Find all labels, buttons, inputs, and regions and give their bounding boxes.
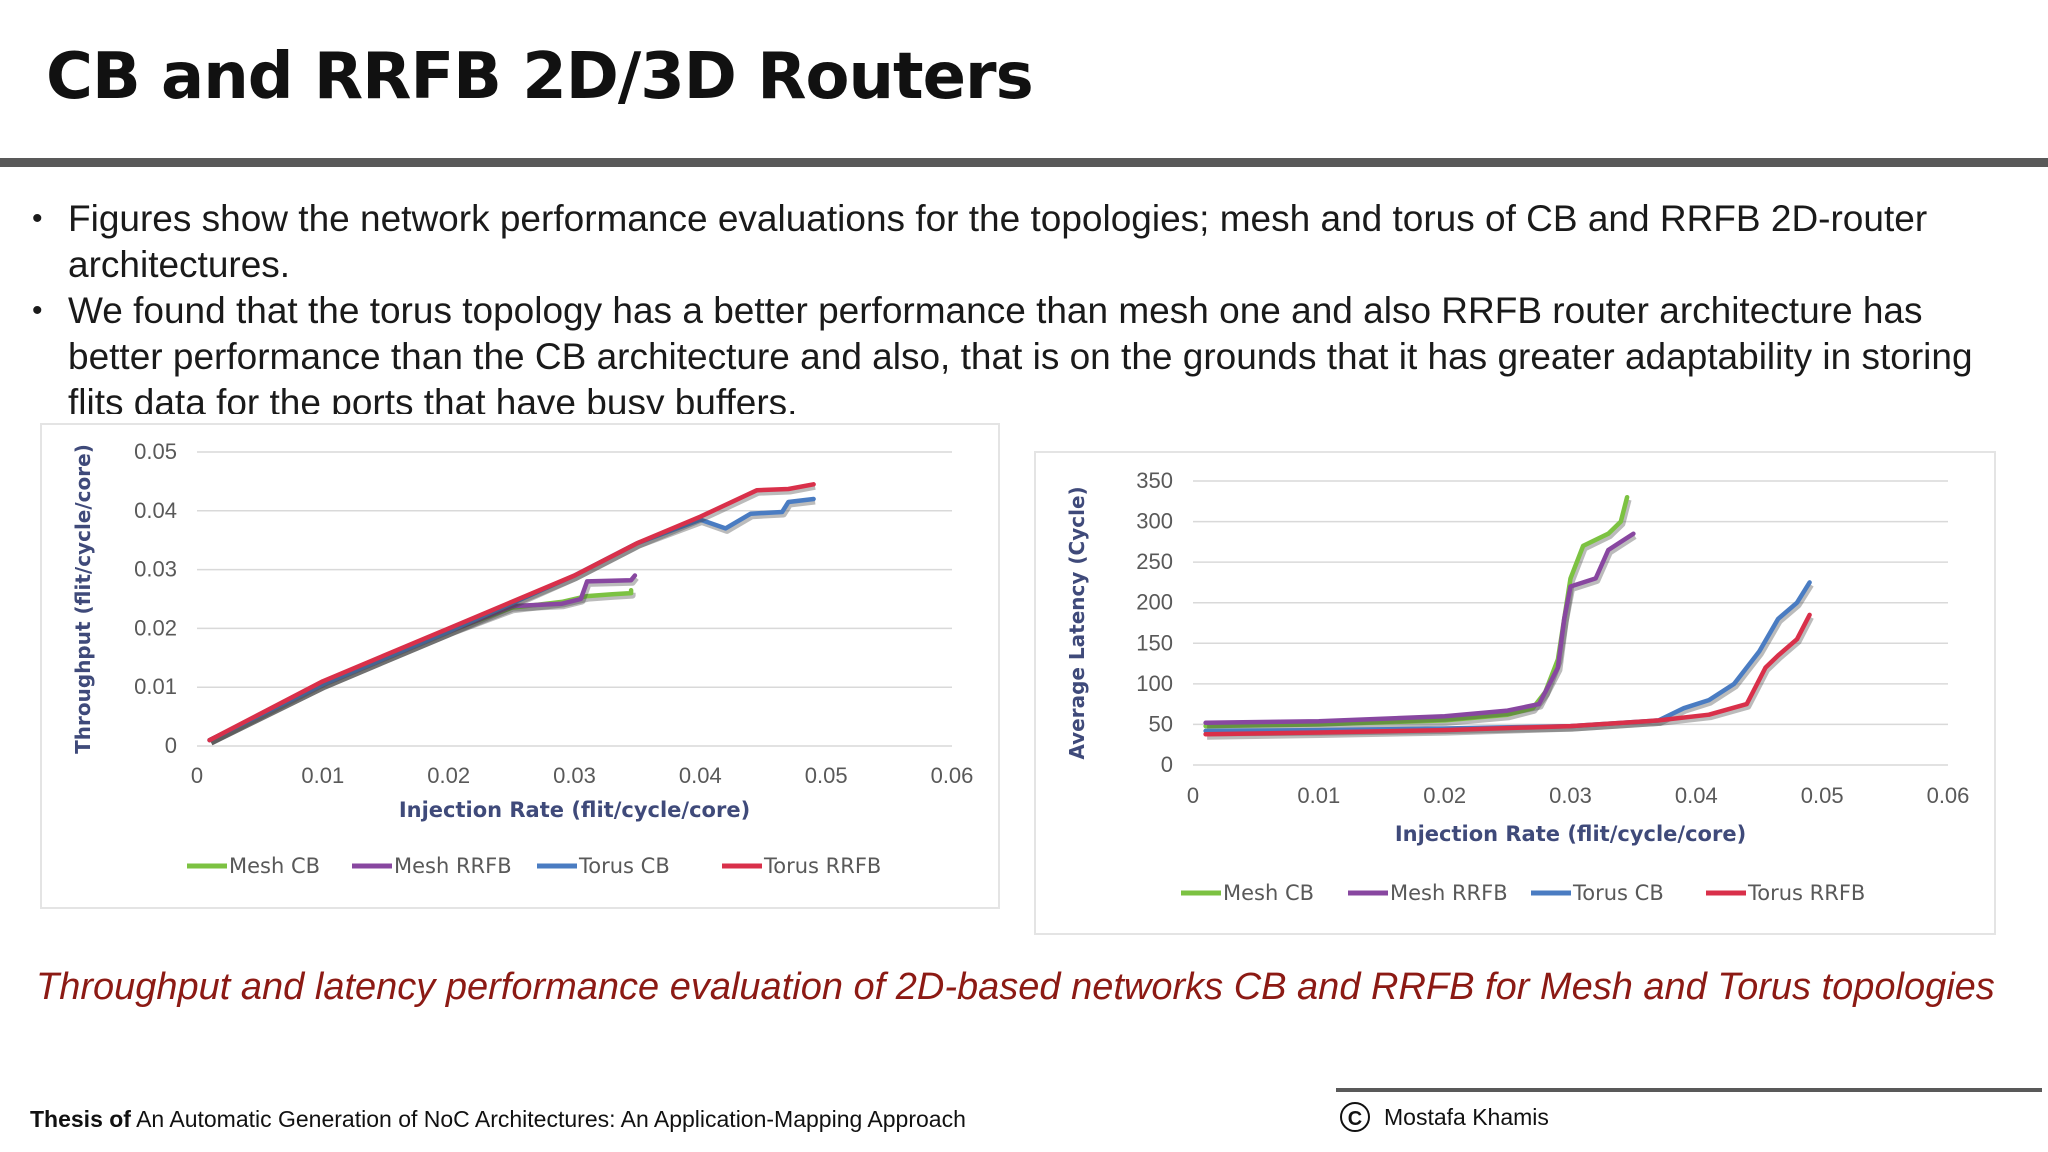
- y-tick-label: 200: [1136, 590, 1173, 615]
- x-tick-label: 0.05: [1801, 783, 1844, 808]
- footer-divider: [1336, 1088, 2042, 1092]
- y-axis-title: Throughput (flit/cycle/core): [71, 444, 95, 754]
- x-axis-title: Injection Rate (flit/cycle/core): [1395, 822, 1746, 846]
- slide-title: CB and RRFB 2D/3D Routers: [46, 40, 1034, 114]
- footer-thesis: Thesis of An Automatic Generation of NoC…: [30, 1106, 966, 1133]
- footer-author: Mostafa Khamis: [1384, 1103, 1549, 1130]
- x-axis-title: Injection Rate (flit/cycle/core): [399, 798, 750, 822]
- latency-chart-svg: 0 50 100 150 200 250 300 350 0 0.01 0.02 0.03 0.04 0.…: [1065, 468, 1970, 905]
- series-line-shadow: [209, 483, 816, 746]
- throughput-chart-svg: 0 0.01 0.02 0.03 0.04 0.05 0 0.01 0.02 0.03 0.04 0.…: [71, 439, 974, 878]
- x-tick-label: 0.06: [1927, 783, 1970, 808]
- x-tick-label: 0.01: [301, 763, 344, 788]
- y-tick-label: 0.05: [134, 439, 177, 464]
- footer-thesis-title: An Automatic Generation of NoC Architect…: [136, 1106, 966, 1132]
- x-tick-label: 0.04: [679, 763, 722, 788]
- x-tick-label: 0.02: [1423, 783, 1466, 808]
- y-axis-title: Average Latency (Cycle): [1065, 486, 1089, 759]
- bullet-item: Figures show the network performance eva…: [32, 196, 2022, 288]
- bullet-list: Figures show the network performance eva…: [32, 196, 2022, 414]
- legend-label: Mesh CB: [1223, 881, 1314, 905]
- y-tick-label: 0.02: [134, 615, 177, 640]
- footer-author-block: C Mostafa Khamis: [1340, 1102, 1549, 1132]
- x-tick-label: 0.03: [1549, 783, 1592, 808]
- series-line-shadow: [1207, 616, 1814, 740]
- series-line-shadow: [209, 592, 636, 746]
- legend-label: Torus RRFB: [763, 854, 881, 878]
- series-line-shadow: [209, 576, 639, 746]
- x-tick-label: 0: [1187, 783, 1199, 808]
- footer-thesis-prefix: Thesis of: [30, 1106, 131, 1132]
- legend-label: Torus CB: [578, 854, 670, 878]
- legend-label: Mesh CB: [229, 854, 320, 878]
- y-tick-label: 250: [1136, 549, 1173, 574]
- x-tick-label: 0.02: [427, 763, 470, 788]
- title-divider: [0, 158, 2048, 167]
- series-line-shadow: [209, 498, 816, 746]
- y-tick-label: 150: [1136, 630, 1173, 655]
- legend-label: Torus CB: [1572, 881, 1664, 905]
- y-tick-label: 0.01: [134, 674, 177, 699]
- y-tick-label: 100: [1136, 671, 1173, 696]
- y-tick-label: 0: [1161, 752, 1173, 777]
- y-tick-label: 0.03: [134, 557, 177, 582]
- series-line-mesh-rrfb: [207, 573, 638, 743]
- series-line-mesh-cb: [207, 587, 634, 743]
- x-tick-label: 0.04: [1675, 783, 1718, 808]
- y-tick-label: 50: [1149, 711, 1173, 736]
- x-tick-label: 0: [191, 763, 203, 788]
- legend-label: Mesh RRFB: [394, 854, 512, 878]
- series-line-torus-rrfb: [207, 482, 816, 743]
- y-tick-label: 0: [165, 733, 177, 758]
- series-line-torus-rrfb: [1203, 612, 1812, 737]
- legend-label: Torus RRFB: [1747, 881, 1865, 905]
- series-line-torus-cb: [207, 496, 816, 743]
- x-tick-label: 0.03: [553, 763, 596, 788]
- y-tick-label: 300: [1136, 509, 1173, 534]
- latency-chart: 0 50 100 150 200 250 300 350 0 0.01 0.02 0.03 0.04 0.…: [1034, 451, 1996, 935]
- copyright-icon: C: [1340, 1102, 1370, 1132]
- y-tick-label: 350: [1136, 468, 1173, 493]
- legend-label: Mesh RRFB: [1390, 881, 1508, 905]
- x-tick-label: 0.06: [931, 763, 974, 788]
- series-line-mesh-rrfb: [1203, 531, 1636, 726]
- throughput-chart: 0 0.01 0.02 0.03 0.04 0.05 0 0.01 0.02 0.03 0.04 0.…: [40, 423, 1000, 909]
- figure-caption: Throughput and latency performance evalu…: [36, 966, 1995, 1008]
- x-tick-label: 0.01: [1297, 783, 1340, 808]
- series-line-shadow: [1207, 533, 1637, 729]
- bullet-item: We found that the torus topology has a b…: [32, 288, 2022, 414]
- x-tick-label: 0.05: [805, 763, 848, 788]
- y-tick-label: 0.04: [134, 498, 177, 523]
